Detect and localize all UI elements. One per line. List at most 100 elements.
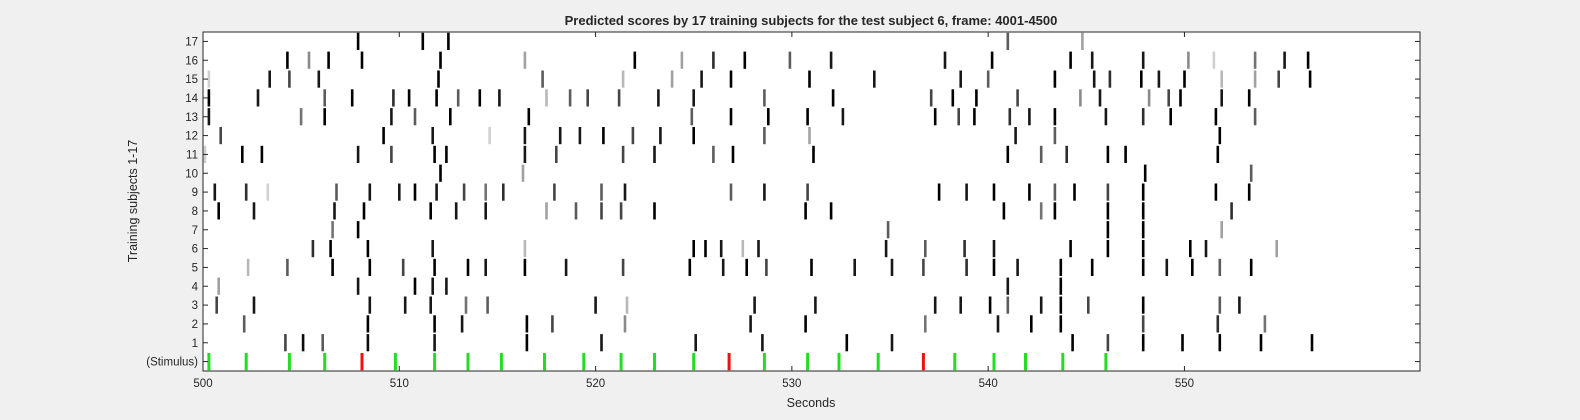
score-mark-subject-5	[1191, 258, 1194, 276]
y-tick-label: 2	[192, 319, 198, 331]
score-mark-subject-15	[700, 70, 703, 88]
score-mark-subject-8	[653, 202, 656, 220]
score-mark-subject-8	[574, 202, 578, 220]
y-tick-label: 9	[192, 187, 198, 199]
score-mark-subject-7	[331, 221, 334, 239]
score-mark-subject-16	[1253, 51, 1257, 69]
score-mark-subject-12	[382, 127, 385, 145]
score-mark-subject-7	[356, 221, 360, 239]
x-tick-label: 550	[1175, 378, 1194, 390]
score-mark-subject-14	[1098, 89, 1102, 107]
score-mark-subject-14	[545, 89, 548, 107]
stimulus-mark	[287, 353, 291, 371]
score-mark-subject-5	[523, 258, 527, 276]
score-mark-subject-15	[729, 70, 733, 88]
score-mark-subject-1	[433, 334, 436, 352]
plot-area	[203, 32, 1420, 371]
score-mark-subject-16	[943, 51, 947, 69]
score-mark-subject-1	[600, 334, 603, 352]
score-mark-subject-4	[431, 277, 434, 295]
score-mark-subject-9	[413, 183, 417, 201]
score-mark-subject-16	[286, 51, 289, 69]
score-mark-subject-3	[1141, 296, 1145, 314]
score-mark-subject-12	[1053, 127, 1057, 145]
score-mark-subject-2	[804, 315, 807, 333]
stimulus-mark	[1061, 353, 1065, 371]
score-mark-subject-13	[729, 108, 733, 126]
score-mark-subject-2	[1030, 315, 1033, 333]
stimulus-marks	[207, 353, 1108, 371]
score-mark-subject-6	[963, 240, 966, 258]
score-mark-subject-13	[957, 108, 960, 126]
score-mark-subject-11	[241, 145, 244, 163]
score-mark-subject-11	[731, 145, 735, 163]
x-axis-label: Seconds	[787, 396, 836, 410]
score-mark-subject-9	[965, 183, 968, 201]
score-mark-subject-1	[761, 334, 764, 352]
score-mark-subject-15	[1092, 70, 1096, 88]
score-mark-subject-14	[456, 89, 460, 107]
score-mark-subject-12	[1014, 127, 1017, 145]
score-mark-subject-9	[244, 183, 248, 201]
score-mark-subject-1	[284, 334, 287, 352]
score-mark-subject-15	[1108, 70, 1112, 88]
score-mark-subject-15	[1140, 70, 1143, 88]
score-mark-subject-5	[331, 258, 334, 276]
score-mark-subject-13	[1008, 108, 1012, 126]
score-mark-subject-8	[829, 202, 833, 220]
score-mark-subject-7	[1141, 221, 1145, 239]
stimulus-mark	[466, 353, 470, 371]
y-tick-label: 6	[192, 244, 198, 256]
score-mark-subject-1	[845, 334, 849, 352]
stimulus-mark	[992, 353, 996, 371]
score-mark-subject-16	[439, 51, 442, 69]
chart-title: Predicted scores by 17 training subjects…	[565, 13, 1058, 28]
heatmap-marks	[203, 32, 1314, 352]
stimulus-mark	[1104, 353, 1108, 371]
stimulus-mark	[921, 353, 925, 371]
score-mark-subject-16	[1283, 51, 1286, 69]
score-mark-subject-9	[992, 183, 996, 201]
score-mark-subject-13	[449, 108, 452, 126]
score-mark-subject-5	[992, 258, 996, 276]
score-mark-subject-2	[551, 315, 554, 333]
score-mark-subject-14	[207, 89, 211, 107]
score-mark-subject-5	[1218, 258, 1222, 276]
score-mark-subject-2	[525, 315, 529, 333]
score-mark-subject-2	[924, 315, 927, 333]
score-mark-subject-11	[523, 145, 527, 163]
score-mark-subject-8	[1230, 202, 1233, 220]
score-mark-subject-1	[1071, 334, 1074, 352]
stimulus-mark	[619, 353, 623, 371]
stimulus-mark	[1024, 353, 1027, 371]
score-mark-subject-15	[317, 70, 321, 88]
score-mark-subject-9	[398, 183, 401, 201]
score-mark-subject-14	[323, 89, 326, 107]
score-mark-subject-11	[1124, 145, 1127, 163]
score-mark-subject-15	[621, 70, 625, 88]
y-tick-label: 16	[185, 55, 198, 67]
plot-frame	[202, 31, 1421, 372]
score-mark-subject-6	[757, 240, 760, 258]
score-mark-subject-16	[1141, 51, 1145, 69]
score-mark-subject-14	[392, 89, 395, 107]
stimulus-mark	[244, 353, 248, 371]
score-mark-subject-6	[1275, 240, 1278, 258]
score-mark-subject-13	[806, 108, 809, 126]
score-mark-subject-16	[680, 51, 684, 69]
score-mark-subject-12	[523, 127, 527, 145]
score-mark-subject-16	[788, 51, 792, 69]
score-mark-subject-6	[992, 240, 996, 258]
score-mark-subject-5	[484, 258, 487, 276]
score-mark-subject-14	[831, 89, 835, 107]
score-mark-subject-15	[986, 70, 990, 88]
score-mark-subject-2	[1263, 315, 1267, 333]
score-mark-subject-16	[633, 51, 637, 69]
score-mark-subject-14	[975, 89, 978, 107]
score-mark-subject-16	[523, 51, 527, 69]
score-mark-subject-4	[1006, 277, 1010, 295]
score-mark-subject-11	[433, 145, 436, 163]
score-mark-subject-2	[996, 315, 1000, 333]
score-mark-subject-4	[217, 277, 220, 295]
score-mark-subject-12	[602, 127, 605, 145]
